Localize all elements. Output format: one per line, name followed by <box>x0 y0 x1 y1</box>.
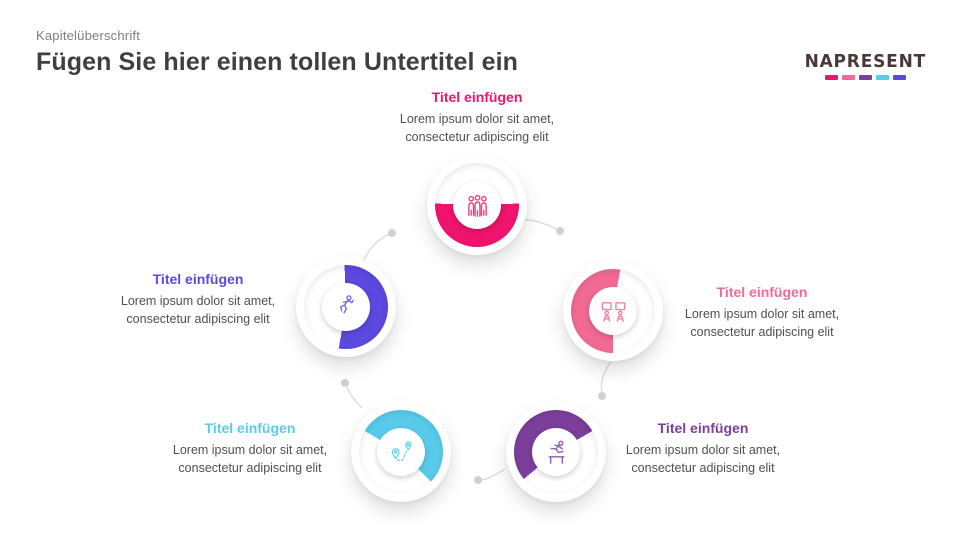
jumping-person-icon <box>322 283 370 331</box>
hurdle-runner-icon <box>532 428 580 476</box>
step-body: Lorem ipsum dolor sit amet, consectetur … <box>684 306 840 340</box>
step-circle-bottom-left <box>351 402 451 502</box>
step-title: Titel einfügen <box>716 284 808 300</box>
step-label-bottom-left: Titel einfügen Lorem ipsum dolor sit ame… <box>130 419 370 478</box>
step-circle-right <box>563 261 663 361</box>
step-title: Titel einfügen <box>152 271 244 287</box>
step-label-bottom-right: Titel einfügen Lorem ipsum dolor sit ame… <box>583 419 823 478</box>
step-body: Lorem ipsum dolor sit amet, consectetur … <box>120 293 276 327</box>
slide-title: Fügen Sie hier einen tollen Untertitel e… <box>36 48 519 76</box>
brand-logo-underline <box>805 75 926 80</box>
people-group-icon <box>453 181 501 229</box>
logo-dash <box>858 75 872 80</box>
step-label-top: Titel einfügen Lorem ipsum dolor sit ame… <box>357 88 597 147</box>
step-circle-left <box>296 257 396 357</box>
step-title: Titel einfügen <box>431 89 523 105</box>
brand-logo: NAPRESENT <box>805 52 926 80</box>
logo-dash <box>892 75 906 80</box>
step-circle-top <box>427 155 527 255</box>
step-body: Lorem ipsum dolor sit amet, consectetur … <box>172 442 328 476</box>
step-title: Titel einfügen <box>204 420 296 436</box>
step-circle-bottom-right <box>506 402 606 502</box>
step-title: Titel einfügen <box>657 420 749 436</box>
route-map-icon <box>377 428 425 476</box>
logo-dash <box>824 75 838 80</box>
chapter-eyebrow: Kapitelüberschrift <box>36 28 141 43</box>
step-body: Lorem ipsum dolor sit amet, consectetur … <box>399 111 555 145</box>
step-body: Lorem ipsum dolor sit amet, consectetur … <box>625 442 781 476</box>
step-label-right: Titel einfügen Lorem ipsum dolor sit ame… <box>642 283 882 342</box>
logo-dash <box>841 75 855 80</box>
logo-dash <box>875 75 889 80</box>
team-meeting-icon <box>589 287 637 335</box>
step-label-left: Titel einfügen Lorem ipsum dolor sit ame… <box>78 270 318 329</box>
brand-logo-text: NAPRESENT <box>804 51 926 73</box>
